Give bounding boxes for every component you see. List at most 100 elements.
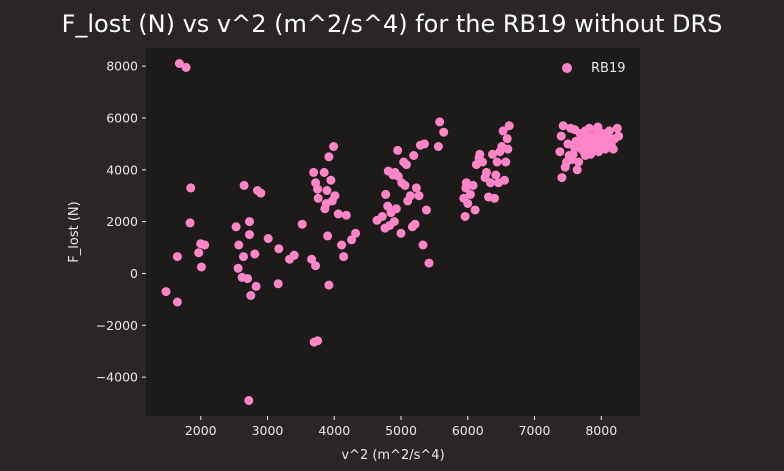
- data-point-163: [580, 151, 590, 160]
- data-point-27: [273, 279, 283, 289]
- data-point-77: [405, 191, 415, 201]
- y-axis-label: F_lost (N): [67, 201, 82, 262]
- data-point-4: [194, 248, 204, 258]
- chart-title: F_lost (N) vs v^2 (m^2/s^4) for the RB19…: [62, 10, 723, 38]
- data-point-88: [433, 142, 443, 151]
- data-point-97: [468, 180, 478, 190]
- data-point-38: [319, 167, 329, 177]
- data-point-87: [424, 258, 434, 268]
- data-point-29: [289, 250, 299, 260]
- data-point-33: [311, 261, 321, 271]
- data-point-81: [411, 183, 421, 193]
- x-tick-label-5: 7000: [519, 423, 551, 438]
- data-point-122: [557, 173, 567, 183]
- data-point-6: [200, 240, 210, 250]
- data-point-82: [414, 191, 424, 201]
- data-point-123: [558, 121, 568, 131]
- data-point-98: [470, 205, 480, 215]
- data-point-118: [503, 144, 513, 154]
- data-point-80: [410, 219, 420, 229]
- data-point-49: [337, 240, 347, 250]
- data-point-110: [492, 157, 502, 167]
- y-tick-label-6: 8000: [106, 59, 138, 74]
- data-point-115: [500, 175, 509, 185]
- data-point-85: [419, 139, 429, 149]
- x-tick-label-3: 5000: [385, 423, 417, 438]
- data-point-8: [172, 252, 182, 262]
- data-point-74: [400, 180, 410, 190]
- data-point-169: [584, 132, 594, 142]
- data-point-134: [574, 157, 584, 167]
- x-tick-label-0: 2000: [185, 423, 217, 438]
- data-point-0: [174, 59, 184, 68]
- data-point-90: [439, 127, 449, 137]
- x-tick-label-2: 4000: [318, 423, 350, 438]
- data-point-55: [313, 336, 323, 346]
- data-point-42: [323, 231, 333, 241]
- data-point-157: [604, 126, 614, 136]
- data-point-75: [401, 160, 411, 170]
- data-point-161: [612, 123, 622, 133]
- data-point-119: [504, 121, 514, 131]
- data-point-36: [313, 184, 323, 194]
- data-point-50: [339, 252, 349, 262]
- data-point-96: [465, 189, 475, 199]
- data-point-23: [246, 291, 256, 300]
- data-point-46: [329, 142, 339, 151]
- data-point-32: [307, 254, 317, 264]
- data-point-41: [322, 186, 332, 195]
- legend-label-rb19: RB19: [591, 61, 626, 76]
- data-point-114: [498, 126, 508, 136]
- y-tick-label-3: 2000: [106, 214, 138, 229]
- data-point-22: [250, 249, 260, 259]
- data-point-52: [347, 235, 357, 245]
- data-point-116: [501, 157, 511, 167]
- data-point-108: [490, 193, 499, 203]
- data-point-25: [263, 234, 273, 243]
- data-point-56: [324, 280, 334, 290]
- data-point-109: [491, 170, 501, 180]
- data-point-166: [598, 135, 608, 145]
- data-point-117: [502, 134, 512, 144]
- data-point-37: [313, 193, 323, 203]
- y-tick-label-5: 6000: [106, 110, 138, 125]
- data-point-165: [593, 122, 603, 132]
- x-axis-label: v^2 (m^2/s^4): [341, 448, 444, 463]
- data-point-24: [251, 281, 261, 291]
- x-tick-label-6: 8000: [585, 423, 617, 438]
- data-point-9: [161, 287, 171, 297]
- data-point-26: [274, 244, 284, 254]
- data-point-11: [231, 222, 241, 232]
- data-point-92: [460, 212, 470, 221]
- y-tick-label-0: −4000: [96, 370, 138, 385]
- data-point-47: [330, 191, 340, 201]
- data-point-168: [570, 125, 580, 135]
- data-point-95: [463, 199, 473, 208]
- data-point-101: [475, 149, 485, 159]
- data-point-167: [576, 131, 586, 141]
- y-tick-label-2: 0: [130, 266, 138, 281]
- data-point-84: [418, 240, 428, 250]
- data-point-21: [245, 230, 254, 240]
- data-point-71: [396, 228, 406, 238]
- x-tick-label-1: 3000: [252, 423, 284, 438]
- axis-ticks: 2000 3000 4000 5000 6000 7000 8000 −4000 −2000 0 2…: [96, 59, 618, 438]
- data-point-10: [172, 297, 182, 307]
- data-point-66: [389, 217, 399, 227]
- data-point-58: [377, 212, 387, 221]
- data-point-20: [245, 217, 254, 227]
- data-point-162: [614, 131, 624, 141]
- y-tick-label-1: −2000: [96, 318, 138, 333]
- data-point-31: [297, 219, 307, 229]
- data-point-19: [256, 188, 266, 198]
- data-point-79: [409, 151, 419, 160]
- data-point-17: [239, 180, 249, 190]
- data-point-68: [391, 204, 401, 214]
- data-point-12: [234, 240, 244, 250]
- data-point-3: [185, 218, 195, 228]
- y-tick-label-4: 4000: [106, 162, 138, 177]
- data-point-120: [555, 147, 565, 157]
- plot-area: [146, 48, 640, 416]
- data-point-133: [572, 165, 582, 175]
